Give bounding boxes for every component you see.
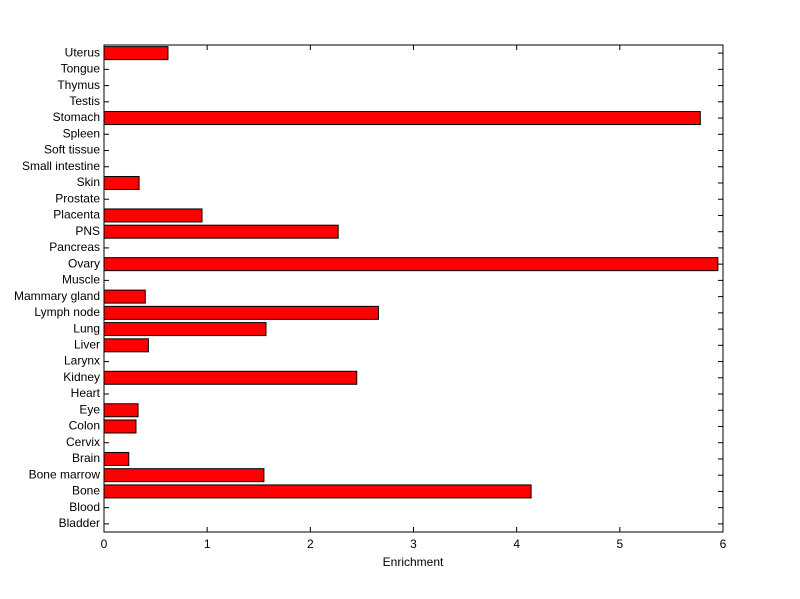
bar: [103, 451, 130, 466]
bar: [103, 403, 139, 418]
x-tick-label: 1: [204, 537, 211, 551]
y-tick-label: Spleen: [63, 126, 100, 140]
y-tick-label: Colon: [69, 419, 100, 433]
y-tick-label: Cervix: [66, 435, 100, 449]
y-tick-label: Prostate: [55, 191, 100, 205]
y-tick-label: Small intestine: [22, 159, 100, 173]
y-tick-label: Testis: [69, 94, 100, 108]
y-tick-label: Bone marrow: [29, 467, 101, 481]
y-tick-label: Bladder: [59, 516, 100, 530]
y-tick-label: Blood: [69, 500, 100, 514]
y-tick-label: Brain: [72, 451, 100, 465]
bar: [103, 322, 267, 337]
y-tick-label: Lymph node: [34, 305, 100, 319]
y-tick-label: Skin: [77, 175, 100, 189]
y-tick-label: Bone: [72, 484, 100, 498]
bar: [103, 208, 203, 223]
y-tick-label: Larynx: [64, 354, 100, 368]
y-tick-label: Stomach: [53, 110, 100, 124]
bar: [103, 289, 146, 304]
x-tick-label: 3: [410, 537, 417, 551]
bar: [103, 370, 358, 385]
x-tick-label: 0: [101, 537, 108, 551]
bar: [103, 484, 532, 499]
y-tick-label: Uterus: [65, 45, 100, 59]
y-tick-label: Muscle: [62, 273, 100, 287]
y-tick-label: Ovary: [68, 256, 100, 270]
bar: [103, 257, 719, 272]
y-tick-label: Thymus: [57, 78, 100, 92]
x-tick-label: 5: [616, 537, 623, 551]
y-tick-label: Placenta: [53, 208, 100, 222]
y-tick-label: Heart: [71, 386, 101, 400]
y-tick-label: Lung: [73, 321, 100, 335]
y-tick-label: PNS: [75, 224, 100, 238]
bar: [103, 338, 149, 353]
y-tick-label: Eye: [79, 402, 100, 416]
y-tick-label: Kidney: [63, 370, 100, 384]
bar: [103, 419, 137, 434]
y-tick-label: Soft tissue: [44, 143, 100, 157]
bar: [103, 175, 140, 190]
bar: [103, 111, 701, 126]
bar: [103, 46, 169, 61]
y-tick-label: Pancreas: [49, 240, 100, 254]
y-tick-label: Liver: [74, 337, 100, 351]
bar: [103, 305, 379, 320]
x-tick-label: 2: [307, 537, 314, 551]
x-tick-label: 6: [720, 537, 727, 551]
y-tick-label: Tongue: [61, 62, 101, 76]
bar: [103, 468, 265, 483]
x-tick-label: 4: [513, 537, 520, 551]
bar: [103, 224, 339, 239]
y-tick-label: Mammary gland: [14, 289, 100, 303]
x-axis-label: Enrichment: [383, 555, 444, 569]
